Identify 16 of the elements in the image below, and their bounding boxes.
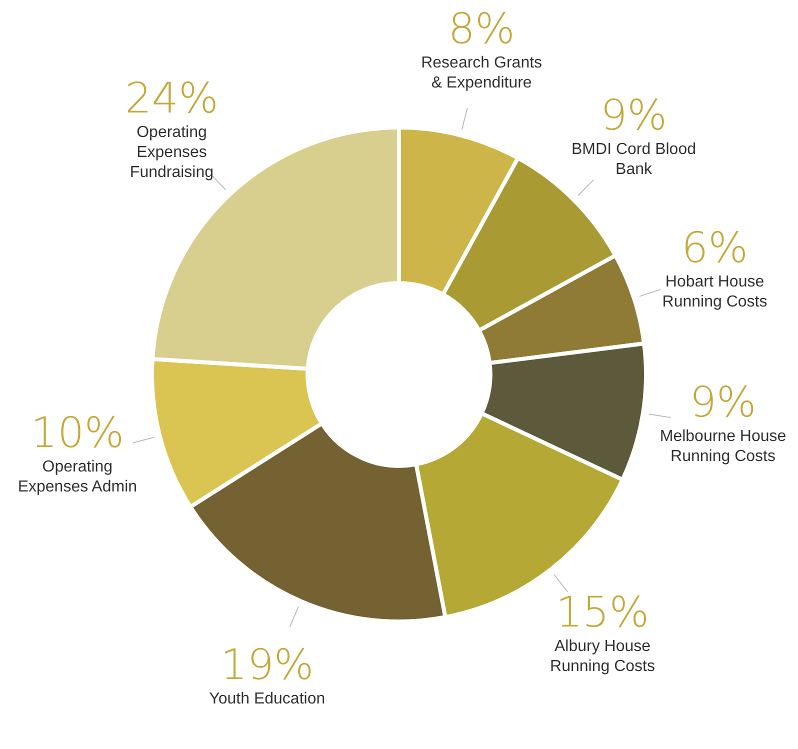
slice-label: BMDI Cord Blood Bank <box>572 141 696 178</box>
slice-label: Youth Education <box>209 690 326 708</box>
data-label: 6% <box>681 222 748 272</box>
data-label: 19% <box>220 640 314 690</box>
data-label: 9% <box>690 377 756 426</box>
slice-label: Operating Expenses Admin <box>18 458 138 496</box>
data-label: 15% <box>556 588 650 637</box>
slice-label: Albury House Running Costs <box>550 638 655 676</box>
slice-label: Melbourne House Running Costs <box>660 428 786 465</box>
slice-label: Research Grants & Expenditure <box>421 54 542 92</box>
data-label: 8% <box>448 4 515 53</box>
data-label: 24% <box>125 73 218 122</box>
data-label: 10% <box>30 408 124 457</box>
slice-label: Hobart House Running Costs <box>662 273 768 310</box>
slice-label: Operating Expenses Fundraising <box>130 124 214 181</box>
data-label: 9% <box>600 90 668 140</box>
